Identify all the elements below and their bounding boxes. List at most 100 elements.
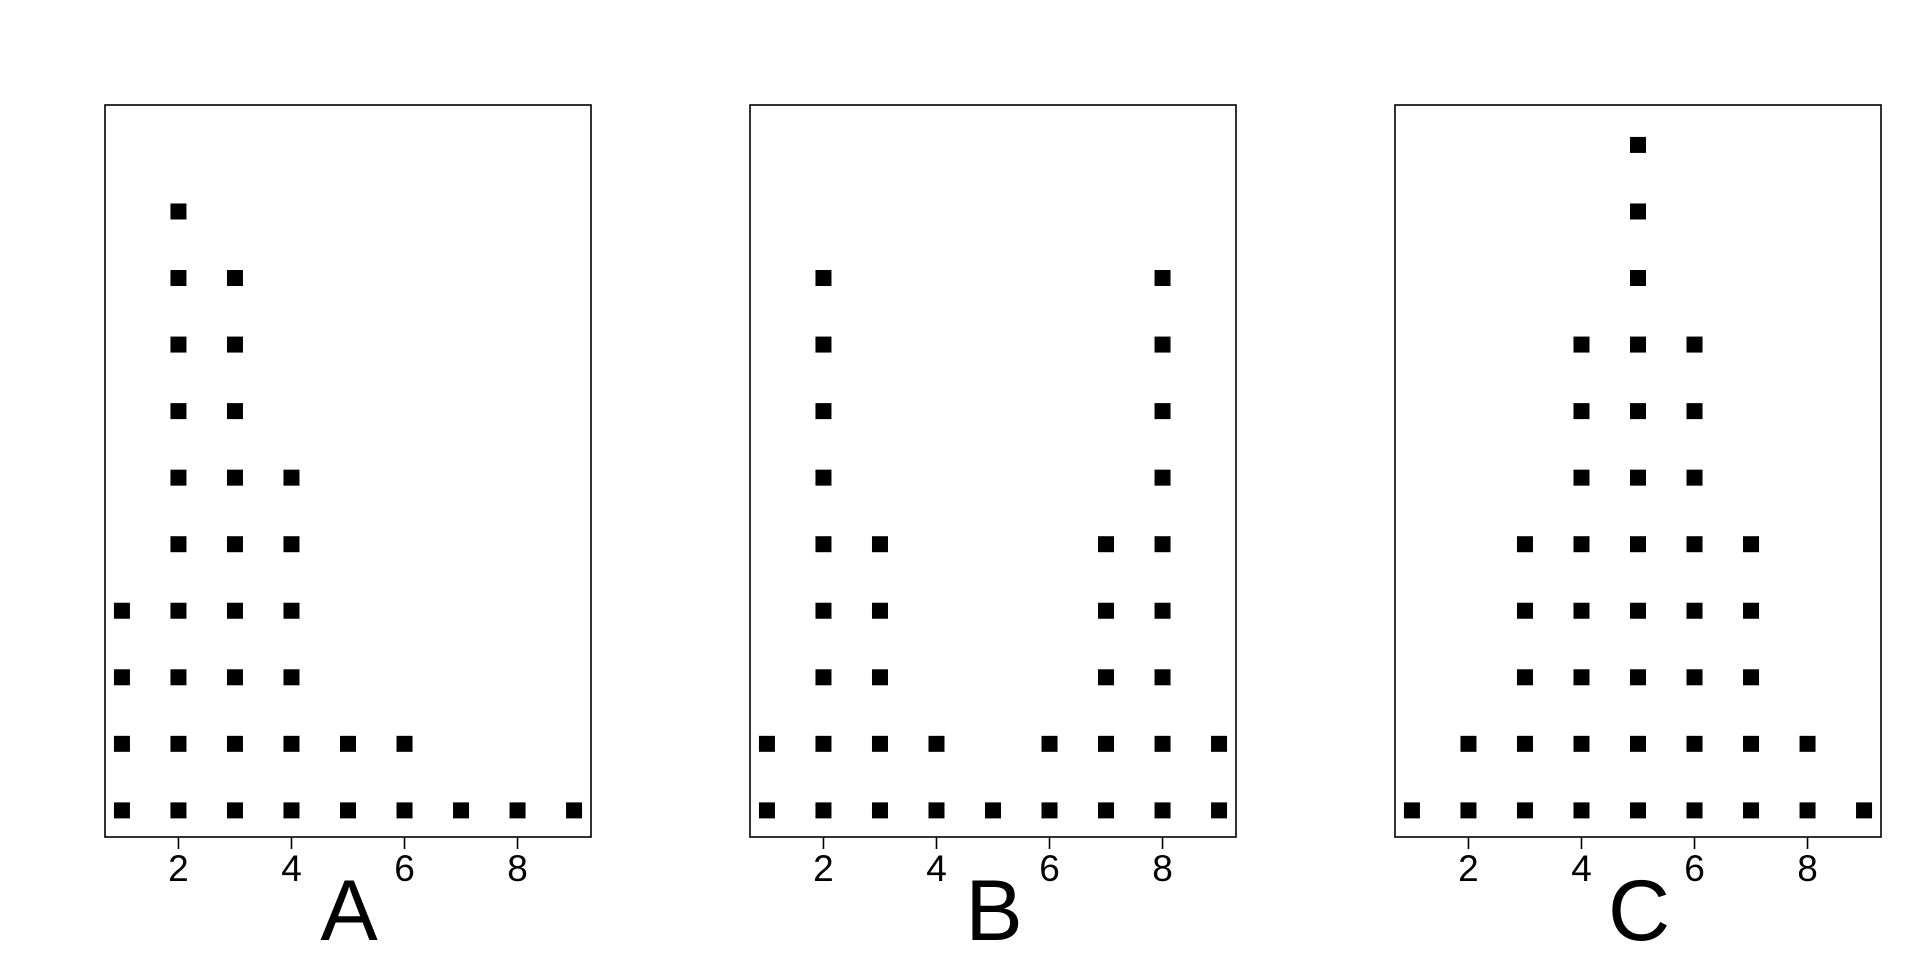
panel-a-x-tick-label: 4 <box>281 848 302 889</box>
panel-a-dot <box>170 735 187 752</box>
panel-a-dot <box>170 802 187 819</box>
panel-b-dot <box>815 469 832 486</box>
panel-b-dot <box>1098 735 1115 752</box>
panel-a-dot <box>226 802 243 819</box>
panel-b-frame <box>749 104 1237 838</box>
panel-b: B 2 4 6 8 <box>749 104 1237 959</box>
panel-c: C 2 4 6 8 <box>1394 104 1882 959</box>
panel-a-dot <box>226 403 243 420</box>
panel-b-dot <box>758 735 775 752</box>
panel-a-dot <box>170 669 187 686</box>
panel-c-dot <box>1630 403 1646 420</box>
panel-c-dot <box>1799 802 1816 819</box>
panel-c-x-tick-label: 6 <box>1684 848 1705 889</box>
panel-c-dot <box>1630 602 1646 619</box>
panel-b-dot <box>1098 602 1115 619</box>
panel-a-dot <box>170 469 187 486</box>
panel-c-dot <box>1630 669 1646 686</box>
panel-c-dot <box>1516 669 1533 686</box>
panel-b-dot <box>815 735 832 752</box>
panel-c-x-tick-label: 8 <box>1797 848 1818 889</box>
panel-a-dot <box>113 735 130 752</box>
panel-a-dot <box>566 802 583 819</box>
panel-c-dot <box>1573 802 1590 819</box>
panel-a-dot <box>283 802 300 819</box>
panel-a-dot <box>283 669 300 686</box>
panel-c-dot <box>1460 735 1477 752</box>
panel-a-x-tick-label: 2 <box>168 848 189 889</box>
panel-b-dot <box>871 602 888 619</box>
panel-a-dot <box>170 270 187 287</box>
panel-c-dot <box>1573 669 1590 686</box>
panel-a-dot <box>340 735 356 752</box>
panel-b-x-tick-label: 8 <box>1152 848 1173 889</box>
panel-b-dot <box>758 802 775 819</box>
panel-b-dot <box>985 802 1001 819</box>
panel-b-dot <box>1041 735 1058 752</box>
panel-b-dot <box>815 403 832 420</box>
panel-c-dot <box>1516 536 1533 553</box>
panel-a-dot <box>226 669 243 686</box>
panel-c-dot <box>1573 403 1590 420</box>
panel-a-dot <box>226 602 243 619</box>
panel-a-x-tick-label: 6 <box>394 848 415 889</box>
panel-c-dot <box>1799 735 1816 752</box>
panel-c-dot <box>1686 469 1703 486</box>
panel-c-dot <box>1630 469 1646 486</box>
panel-a-dot <box>340 802 356 819</box>
panel-b-dot <box>815 669 832 686</box>
panel-a-frame <box>104 104 592 838</box>
panel-c-dot <box>1630 735 1646 752</box>
panel-b-x-tick-label: 4 <box>926 848 947 889</box>
panel-c-dot <box>1630 203 1646 220</box>
panel-b-dot <box>1211 802 1228 819</box>
panel-c-dot <box>1516 735 1533 752</box>
panel-b-dot <box>871 802 888 819</box>
panel-c-dot <box>1686 403 1703 420</box>
panel-b-dot <box>815 336 832 353</box>
panel-b-x-tick-label: 2 <box>813 848 834 889</box>
panel-c-dot <box>1573 336 1590 353</box>
panel-c-dot <box>1573 536 1590 553</box>
panel-a-dot <box>226 270 243 287</box>
panel-a-label: A <box>320 863 378 959</box>
panel-b-dot <box>815 536 832 553</box>
panel-b-dot <box>1154 735 1171 752</box>
panel-c-dot <box>1743 602 1760 619</box>
panel-c-dot <box>1686 669 1703 686</box>
panel-b-dot <box>815 602 832 619</box>
panel-a-dot <box>283 469 300 486</box>
panel-b-dot <box>871 735 888 752</box>
panel-b-dot <box>1154 469 1171 486</box>
panel-b-dot <box>1154 336 1171 353</box>
panel-b-dot <box>1211 735 1228 752</box>
panel-c-dot <box>1403 802 1420 819</box>
panel-b-dot <box>1154 802 1171 819</box>
panel-c-dot <box>1630 270 1646 287</box>
panel-a-dot <box>170 336 187 353</box>
panel-c-dot <box>1856 802 1873 819</box>
panel-c-dot <box>1630 802 1646 819</box>
panel-b-dot <box>871 536 888 553</box>
panel-c-dot <box>1686 536 1703 553</box>
panel-c-dot <box>1460 802 1477 819</box>
panel-c-dot <box>1573 735 1590 752</box>
panel-a-dot <box>113 669 130 686</box>
panel-a-dot <box>283 735 300 752</box>
panel-c-dot <box>1743 669 1760 686</box>
panel-c-dot <box>1516 802 1533 819</box>
panel-c-frame <box>1394 104 1882 838</box>
panel-a-dot <box>170 536 187 553</box>
panel-a-dot <box>170 203 187 220</box>
panel-c-dot <box>1686 802 1703 819</box>
panel-c-dot <box>1516 602 1533 619</box>
panel-a-dot <box>283 602 300 619</box>
panel-a-dot <box>283 536 300 553</box>
panel-a-dot <box>396 735 413 752</box>
panel-c-dot <box>1743 735 1760 752</box>
panel-b-dot <box>1154 669 1171 686</box>
panel-c-dot <box>1743 536 1760 553</box>
panel-c-x-tick-label: 2 <box>1458 848 1479 889</box>
panel-a-dot <box>113 602 130 619</box>
panel-a-dot <box>453 802 470 819</box>
